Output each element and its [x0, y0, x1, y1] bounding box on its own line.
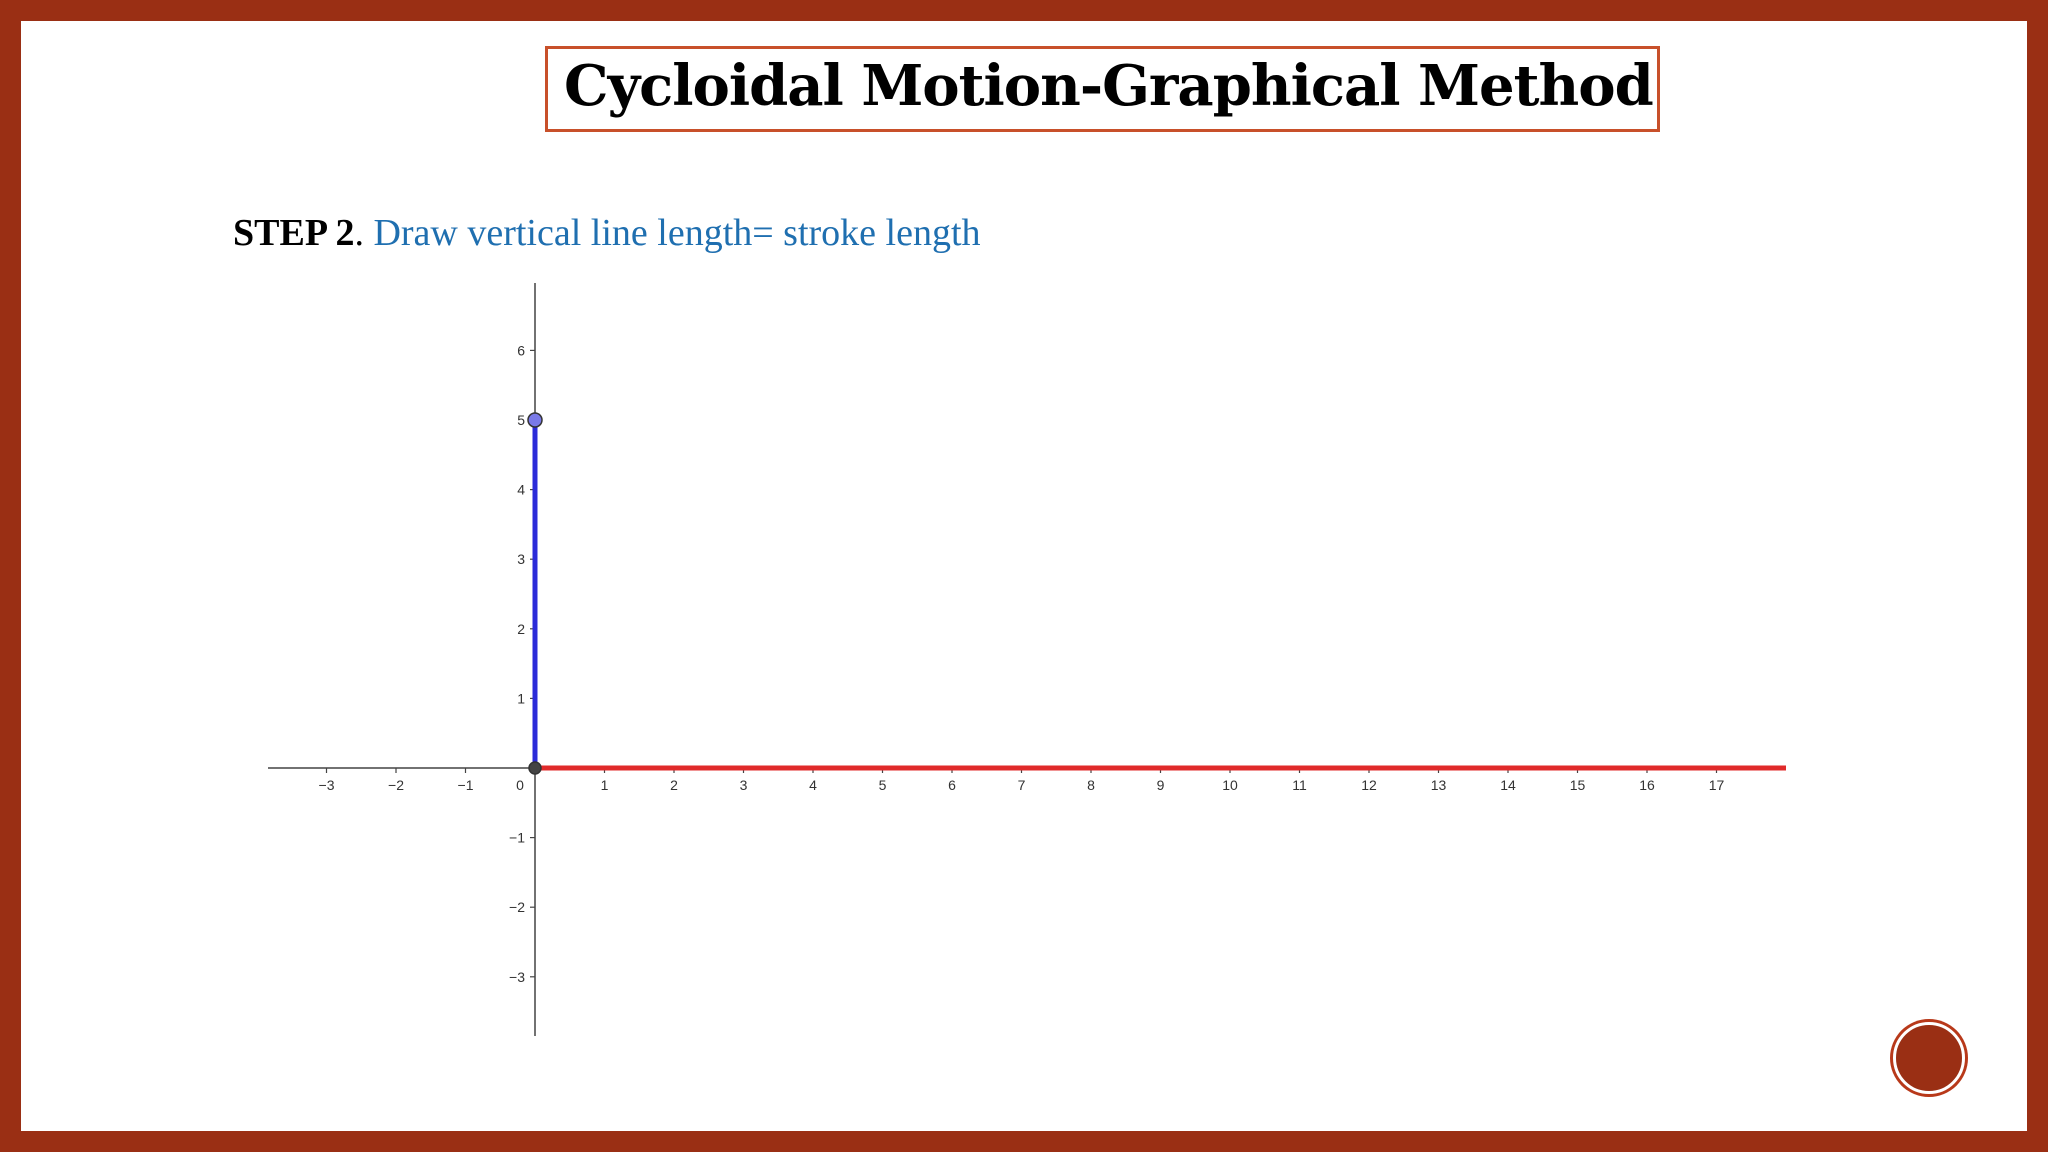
- x-tick-label: −2: [388, 777, 404, 793]
- x-tick-label: 14: [1500, 777, 1516, 793]
- x-tick-label: −3: [319, 777, 335, 793]
- x-tick-label: 10: [1222, 777, 1238, 793]
- y-tick-label: 4: [517, 482, 525, 498]
- step-separator: .: [354, 212, 364, 254]
- step-label: STEP 2: [233, 212, 355, 254]
- y-tick-label: 6: [517, 342, 525, 358]
- x-tick-label: 12: [1361, 777, 1377, 793]
- y-tick-label: −1: [509, 830, 525, 846]
- step-description: Draw vertical line length= stroke length: [363, 212, 981, 254]
- x-tick-label: 8: [1087, 777, 1095, 793]
- x-tick-label: 5: [879, 777, 887, 793]
- stroke-end-point: [527, 412, 543, 428]
- x-tick-label: 13: [1431, 777, 1447, 793]
- y-tick-label: 3: [517, 551, 525, 567]
- x-tick-label: −1: [458, 777, 474, 793]
- x-tick-label: 3: [740, 777, 748, 793]
- x-tick-label: 9: [1157, 777, 1165, 793]
- slide: Cycloidal Motion-Graphical Method STEP 2…: [21, 21, 2027, 1131]
- slide-number-badge: [1893, 1022, 1965, 1094]
- x-tick-label: 2: [670, 777, 678, 793]
- x-tick-label: 6: [948, 777, 956, 793]
- y-tick-label: −3: [509, 969, 525, 985]
- y-tick-label: 2: [517, 621, 525, 637]
- y-tick-label: 1: [517, 690, 525, 706]
- origin-label: 0: [516, 777, 524, 793]
- x-tick-label: 16: [1639, 777, 1655, 793]
- x-tick-label: 1: [601, 777, 609, 793]
- x-tick-label: 17: [1709, 777, 1725, 793]
- y-tick-label: 5: [517, 412, 525, 428]
- step-instruction: STEP 2. Draw vertical line length= strok…: [233, 211, 981, 255]
- title-box: Cycloidal Motion-Graphical Method: [545, 46, 1660, 132]
- x-tick-label: 15: [1570, 777, 1586, 793]
- x-tick-label: 7: [1018, 777, 1026, 793]
- x-tick-label: 4: [809, 777, 817, 793]
- y-tick-label: −2: [509, 899, 525, 915]
- origin-point: [528, 761, 542, 775]
- slide-title: Cycloidal Motion-Graphical Method: [564, 53, 1654, 119]
- x-tick-label: 11: [1292, 777, 1307, 793]
